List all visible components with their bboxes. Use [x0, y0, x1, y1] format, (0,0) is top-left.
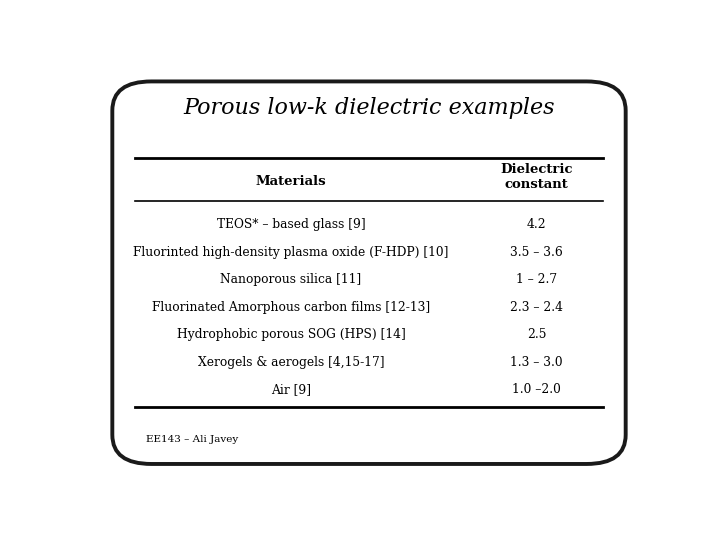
Text: Materials: Materials [256, 175, 326, 188]
Text: 1.3 – 3.0: 1.3 – 3.0 [510, 356, 563, 369]
Text: Porous low-k dielectric examples: Porous low-k dielectric examples [184, 97, 554, 119]
Text: 2.5: 2.5 [526, 328, 546, 341]
Text: Nanoporous silica [11]: Nanoporous silica [11] [220, 273, 361, 286]
Text: 3.5 – 3.6: 3.5 – 3.6 [510, 246, 563, 259]
Text: TEOS* – based glass [9]: TEOS* – based glass [9] [217, 218, 365, 232]
Text: Hydrophobic porous SOG (HPS) [14]: Hydrophobic porous SOG (HPS) [14] [176, 328, 405, 341]
FancyBboxPatch shape [112, 82, 626, 464]
Text: 4.2: 4.2 [526, 218, 546, 232]
Text: 1.0 –2.0: 1.0 –2.0 [512, 383, 561, 396]
Text: Air [9]: Air [9] [271, 383, 311, 396]
Text: Xerogels & aerogels [4,15-17]: Xerogels & aerogels [4,15-17] [197, 356, 384, 369]
Text: Fluorinated Amorphous carbon films [12-13]: Fluorinated Amorphous carbon films [12-1… [152, 301, 430, 314]
Text: 2.3 – 2.4: 2.3 – 2.4 [510, 301, 563, 314]
Text: EE143 – Ali Javey: EE143 – Ali Javey [145, 435, 238, 443]
Text: Dielectric
constant: Dielectric constant [500, 163, 572, 191]
Text: 1 – 2.7: 1 – 2.7 [516, 273, 557, 286]
Text: Fluorinted high-density plasma oxide (F-HDP) [10]: Fluorinted high-density plasma oxide (F-… [133, 246, 449, 259]
